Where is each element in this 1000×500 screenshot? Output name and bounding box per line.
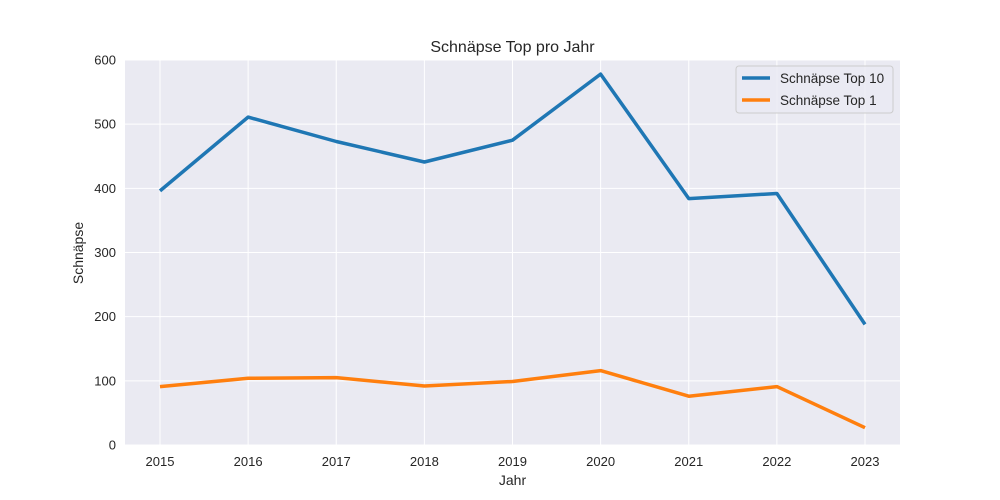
series-line	[159, 368, 866, 430]
y-tick-label: 500	[94, 117, 116, 132]
y-tick-label: 600	[94, 53, 116, 68]
x-tick-label: 2020	[586, 454, 615, 469]
y-tick-label: 0	[109, 438, 116, 453]
legend-label: Schnäpse Top 1	[780, 93, 877, 108]
x-tick-label: 2016	[234, 454, 263, 469]
y-tick-label: 200	[94, 309, 116, 324]
y-axis-ticks: 0 100 200 300 400 500 600	[94, 53, 116, 453]
chart-title: Schnäpse Top pro Jahr	[430, 39, 595, 56]
y-tick-label: 300	[94, 245, 116, 260]
legend-box	[735, 65, 894, 114]
y-tick-label: 100	[94, 373, 116, 388]
x-axis-ticks: 2015 2016 2017 2018 2019 2020 2021 2022 2023	[146, 454, 880, 469]
x-tick-label: 2019	[498, 454, 527, 469]
x-tick-label: 2015	[146, 454, 175, 469]
legend: Schnäpse Top 10 Schnäpse Top 1	[735, 65, 894, 114]
x-tick-label: 2023	[851, 454, 880, 469]
y-tick-label: 400	[94, 181, 116, 196]
y-axis-label: Schnäpse	[70, 222, 86, 284]
x-tick-label: 2022	[762, 454, 791, 469]
x-tick-label: 2017	[322, 454, 351, 469]
series-line	[158, 72, 867, 326]
x-tick-label: 2021	[674, 454, 703, 469]
series-layer	[158, 72, 867, 430]
x-axis-label: Jahr	[499, 472, 527, 488]
x-tick-label: 2018	[410, 454, 439, 469]
legend-label: Schnäpse Top 10	[780, 71, 884, 86]
